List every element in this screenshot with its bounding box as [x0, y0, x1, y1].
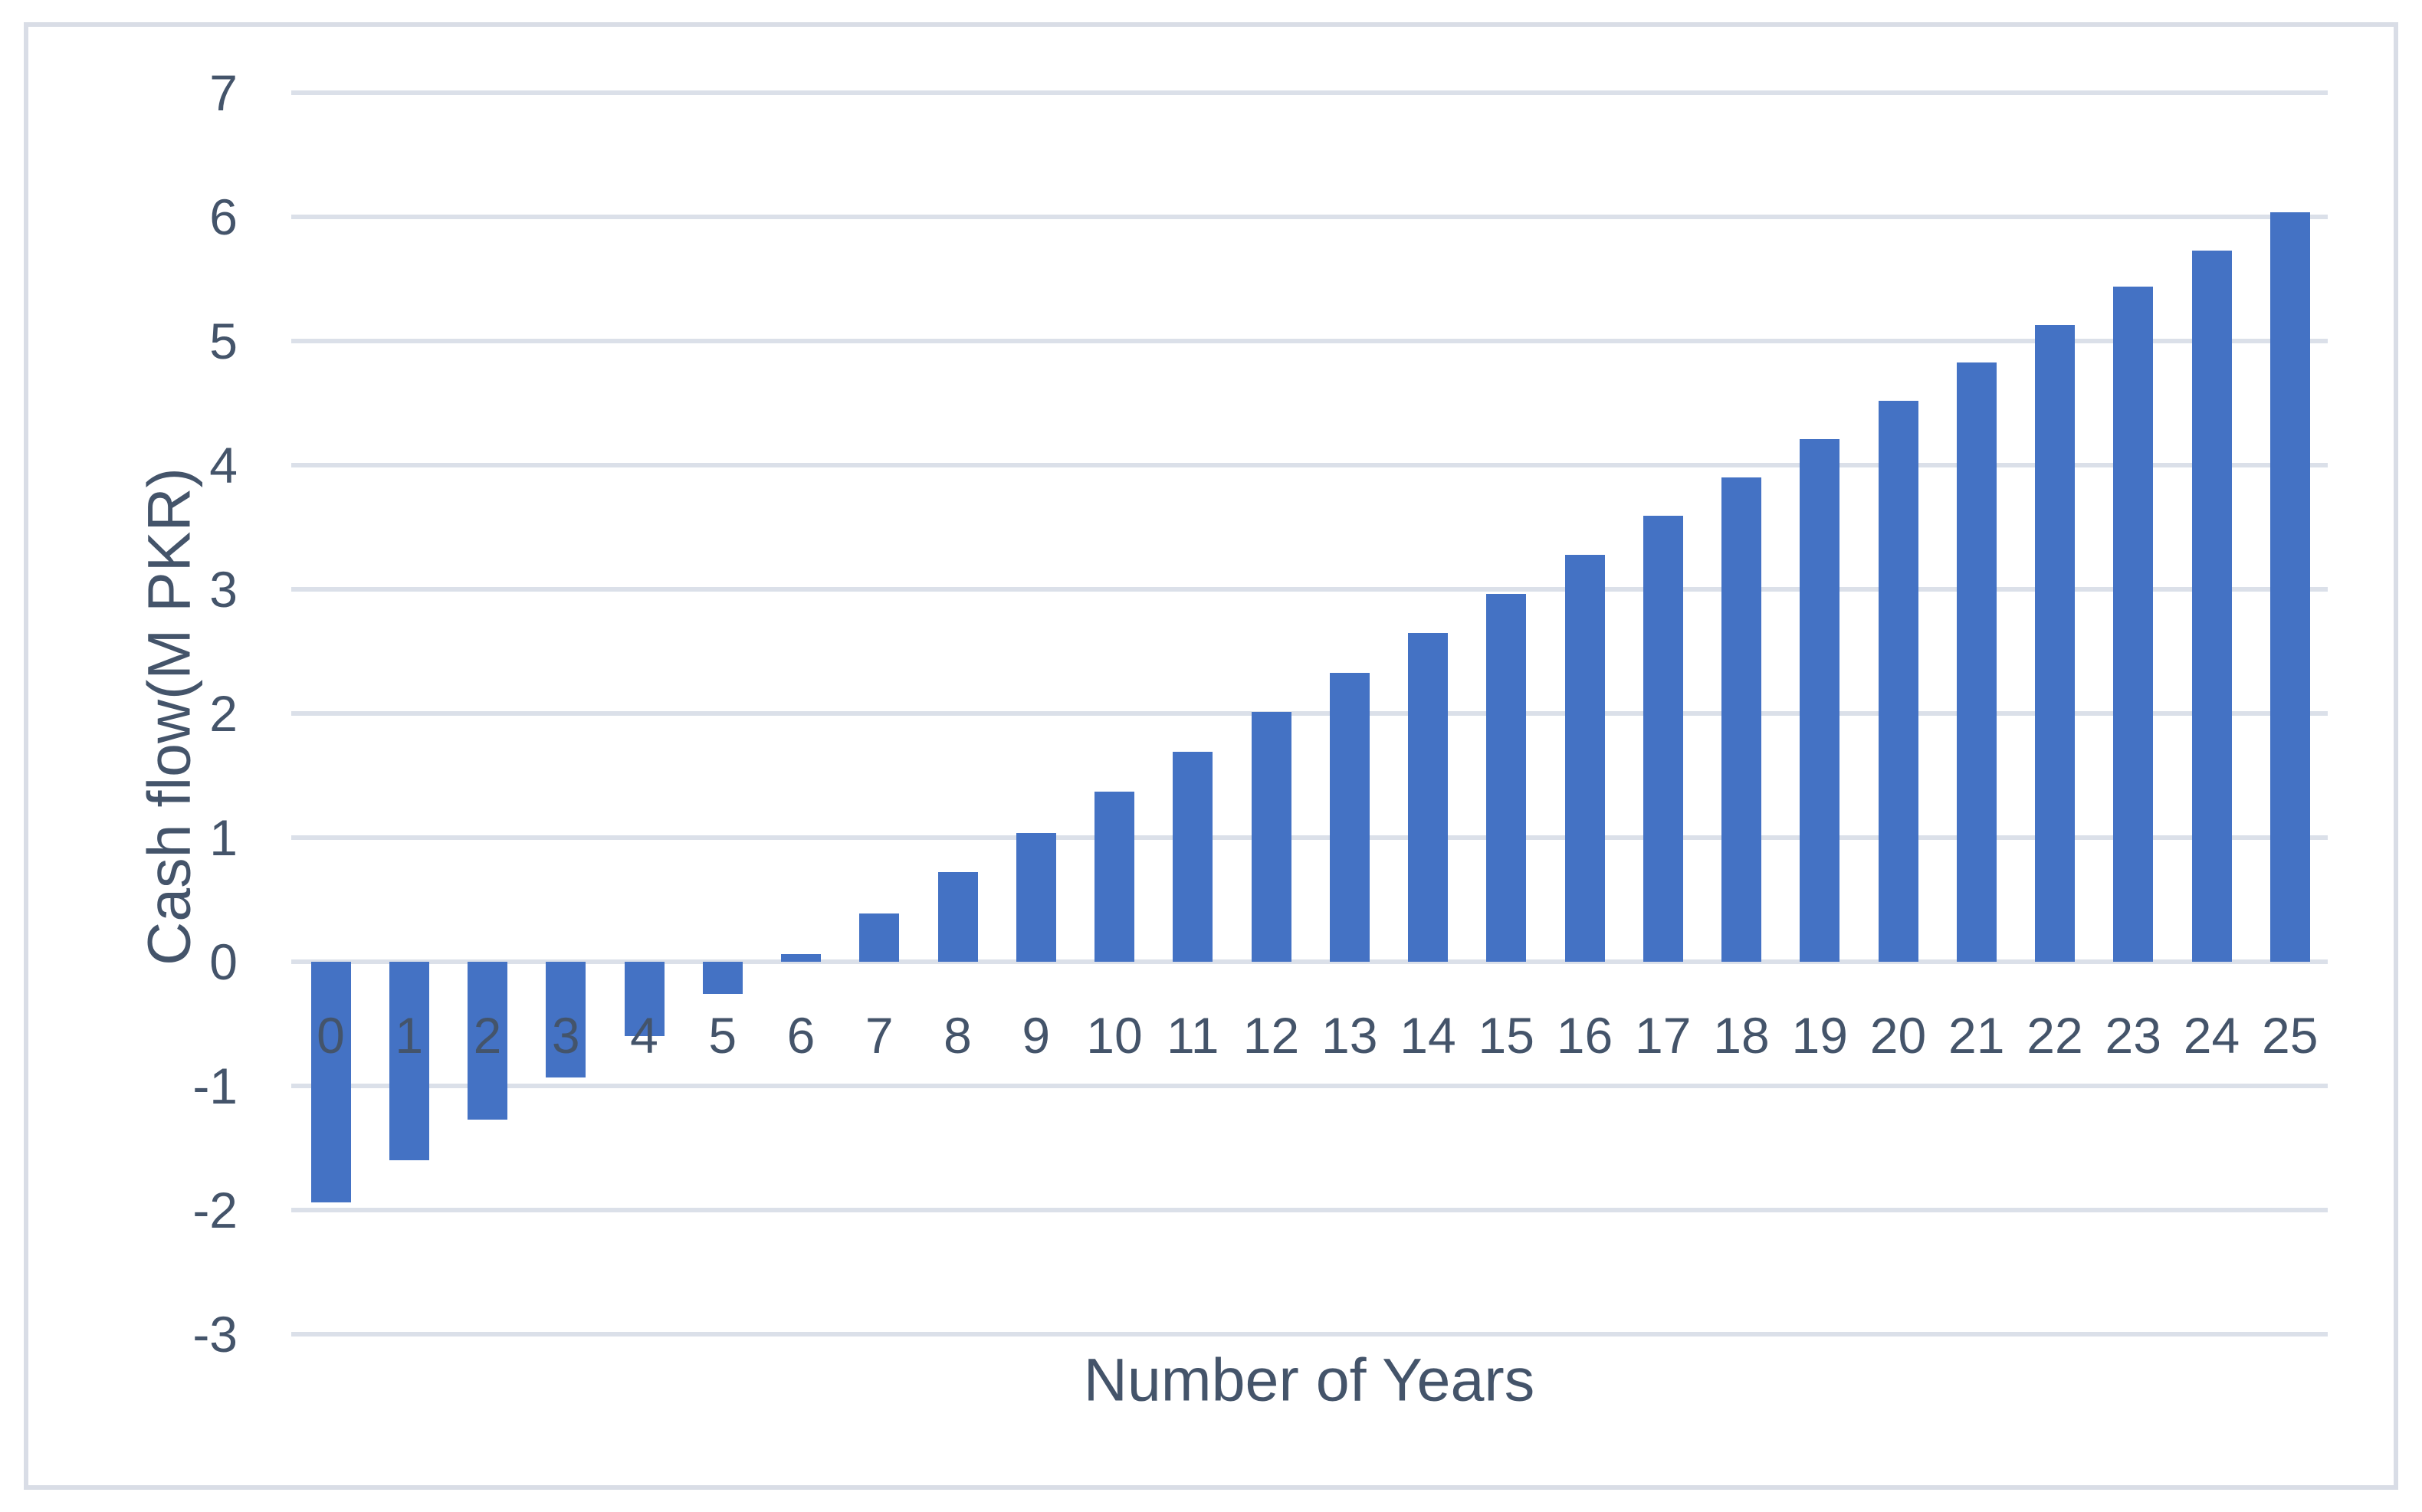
- bar-year-17: [1643, 516, 1683, 962]
- y-tick-label-4: 4: [209, 437, 238, 494]
- x-tick-label-10: 10: [1086, 1007, 1143, 1064]
- bar-year-7: [859, 913, 900, 962]
- bar-year-12: [1251, 712, 1291, 962]
- bar-year-10: [1094, 792, 1134, 962]
- bar-year-14: [1408, 632, 1448, 962]
- bar-year-18: [1721, 477, 1761, 962]
- bar-year-24: [2191, 250, 2232, 962]
- x-tick-label-3: 3: [551, 1007, 580, 1064]
- x-tick-label-14: 14: [1400, 1007, 1456, 1064]
- x-tick-label-13: 13: [1321, 1007, 1378, 1064]
- y-tick-label-3: 3: [209, 561, 238, 618]
- bar-year-5: [702, 962, 743, 995]
- bar-year-21: [1956, 362, 1997, 962]
- bar-year-2: [468, 962, 507, 1120]
- bar-year-9: [1016, 832, 1056, 962]
- x-tick-label-21: 21: [1948, 1007, 2005, 1064]
- bar-year-3: [546, 962, 586, 1077]
- x-tick-label-25: 25: [2262, 1007, 2319, 1064]
- x-tick-label-9: 9: [1022, 1007, 1051, 1064]
- y-tick-label-5: 5: [209, 313, 238, 369]
- bar-year-1: [389, 962, 429, 1161]
- y-tick-label-6: 6: [209, 189, 238, 245]
- x-axis-title: Number of Years: [1083, 1345, 1535, 1414]
- y-tick-label-0: 0: [209, 933, 238, 990]
- bar-year-15: [1486, 594, 1527, 962]
- x-tick-label-1: 1: [395, 1007, 424, 1064]
- x-tick-label-6: 6: [786, 1007, 816, 1064]
- y-tick-label--1: -1: [192, 1058, 238, 1114]
- bar-year-19: [1800, 438, 1840, 962]
- x-tick-label-15: 15: [1478, 1007, 1534, 1064]
- y-tick-label--2: -2: [192, 1182, 238, 1238]
- y-tick-label-7: 7: [209, 64, 238, 121]
- x-tick-label-22: 22: [2027, 1007, 2083, 1064]
- x-tick-label-17: 17: [1635, 1007, 1692, 1064]
- x-tick-label-5: 5: [708, 1007, 737, 1064]
- x-tick-label-8: 8: [944, 1007, 972, 1064]
- y-tick-label-2: 2: [209, 685, 238, 742]
- x-tick-label-0: 0: [317, 1007, 345, 1064]
- y-axis-title: Cash flow(M PKR): [134, 467, 203, 966]
- bar-year-23: [2113, 286, 2154, 962]
- x-tick-label-4: 4: [630, 1007, 658, 1064]
- x-tick-label-23: 23: [2105, 1007, 2161, 1064]
- x-tick-label-20: 20: [1869, 1007, 1927, 1064]
- y-tick-label--3: -3: [192, 1306, 238, 1363]
- x-tick-label-7: 7: [865, 1007, 894, 1064]
- bar-year-20: [1878, 400, 1918, 962]
- bar-year-25: [2269, 212, 2310, 962]
- bar-year-13: [1329, 672, 1370, 962]
- bar-year-11: [1173, 752, 1213, 962]
- bar-year-22: [2035, 324, 2075, 962]
- x-tick-label-19: 19: [1791, 1007, 1848, 1064]
- x-tick-label-12: 12: [1242, 1007, 1300, 1064]
- x-tick-label-18: 18: [1713, 1007, 1770, 1064]
- x-tick-label-16: 16: [1556, 1007, 1613, 1064]
- x-tick-label-11: 11: [1166, 1007, 1219, 1064]
- y-tick-label-1: 1: [209, 809, 238, 866]
- x-tick-label-24: 24: [2183, 1007, 2240, 1064]
- bar-year-6: [781, 954, 821, 962]
- bar-year-0: [310, 962, 351, 1203]
- bar-year-16: [1564, 554, 1605, 962]
- bar-year-8: [937, 872, 978, 962]
- bar-year-4: [624, 962, 665, 1037]
- x-tick-label-2: 2: [473, 1007, 502, 1064]
